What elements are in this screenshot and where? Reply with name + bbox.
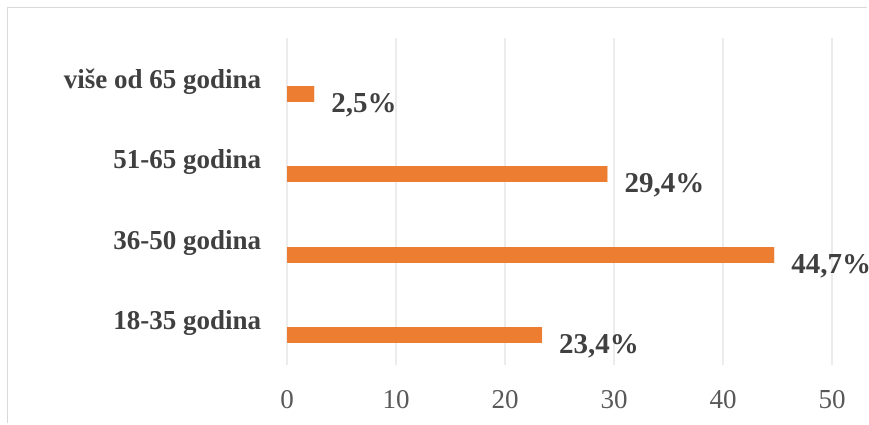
x-tick-label: 30: [601, 384, 628, 414]
data-labels: 2,5% 29,4% 44,7% 23,4%: [331, 87, 869, 360]
bar: [287, 166, 608, 182]
data-label: 29,4%: [624, 167, 704, 199]
gridlines: [286, 38, 833, 365]
bar: [287, 247, 775, 263]
x-tick-label: 50: [819, 384, 846, 414]
chart-frame: [7, 7, 867, 423]
category-label: 51-65 godina: [113, 144, 261, 174]
data-label: 2,5%: [331, 87, 396, 119]
category-label: 18-35 godina: [113, 305, 261, 335]
category-labels: više od 65 godina 51-65 godina 36-50 godin…: [64, 64, 262, 335]
bar: [287, 327, 543, 343]
x-tick-label: 40: [710, 384, 737, 414]
x-tick-label: 10: [383, 384, 410, 414]
category-label: 36-50 godina: [113, 225, 261, 255]
x-axis-ticks: 0 10 20 30 40 50: [280, 384, 845, 414]
category-label: više od 65 godina: [64, 64, 262, 94]
x-tick-label: 20: [492, 384, 519, 414]
bars: [287, 86, 775, 343]
bar: [287, 86, 315, 102]
data-label: 44,7%: [791, 248, 869, 280]
x-tick-label: 0: [280, 384, 294, 414]
data-label: 23,4%: [559, 328, 639, 360]
